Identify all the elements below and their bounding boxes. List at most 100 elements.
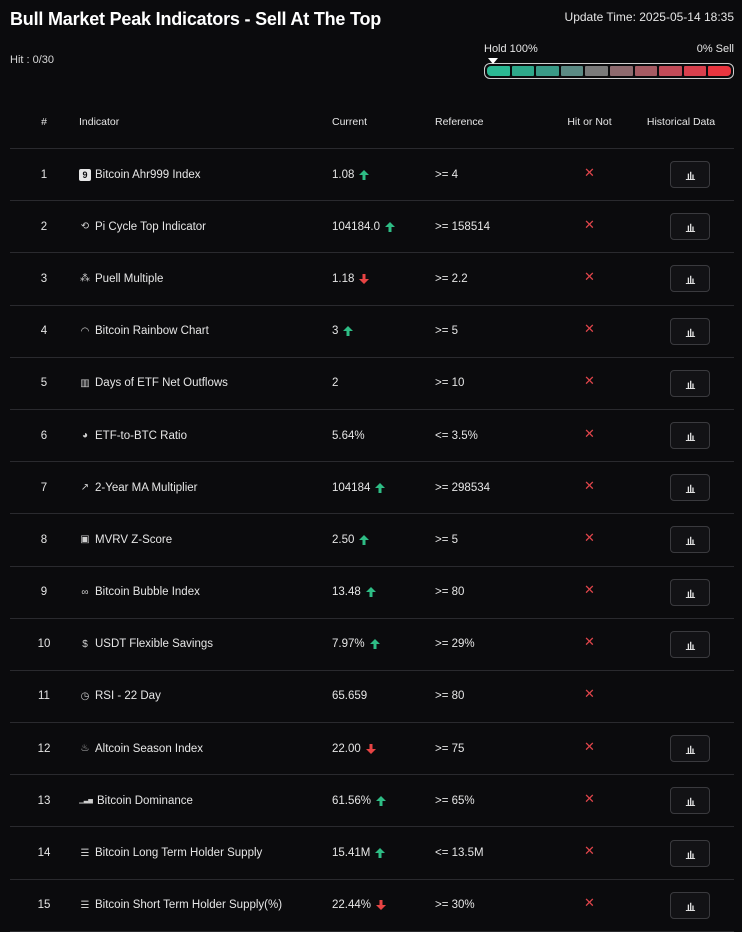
header-history: Historical Data [628,96,734,149]
meter-segment [560,66,584,76]
hit-cell: ✕ [551,618,628,671]
cross-icon: ✕ [584,268,595,284]
pi-cycle-icon: ⟲ [80,221,90,233]
historical-data-button[interactable] [670,526,710,554]
header-reference: Reference [434,96,551,149]
cross-icon: ✕ [584,529,595,545]
hit-cell: ✕ [551,305,628,358]
historical-data-button[interactable] [670,839,710,867]
cross-icon: ✕ [584,895,595,911]
historical-data-button[interactable] [670,369,710,397]
current-cell: 13.48 [331,566,434,619]
row-number: 12 [10,722,78,776]
cross-icon: ✕ [584,686,595,702]
historical-data-button[interactable] [670,422,710,450]
indicator-name: 2-Year MA Multiplier [95,481,198,494]
database-icon: ☰ [80,899,90,911]
current-cell: 22.44% [331,879,434,932]
bar-chart-icon [685,850,695,859]
indicator-name-wrap: ▣ MVRV Z-Score [79,534,330,546]
hit-cell: ✕ [551,148,628,202]
current-wrap: 7.97% [332,638,380,650]
cross-icon: ✕ [584,634,595,650]
indicator-cell: $ USDT Flexible Savings [78,618,331,671]
table-row: 7 ↗ 2-Year MA Multiplier 104184 >= 298534 ✕ [10,461,734,515]
current-wrap: 22.44% [332,899,387,911]
bar-chart-icon [685,484,695,494]
indicator-name-wrap: ◠ Bitcoin Rainbow Chart [79,325,330,337]
current-value: 13.48 [332,586,361,599]
ahr999-icon: 9 [79,168,91,181]
historical-data-button[interactable] [670,317,710,345]
current-cell: 2.50 [331,513,434,567]
row-number: 11 [10,670,78,724]
reference-value: >= 298534 [434,461,551,515]
historical-data-button[interactable] [670,213,710,241]
clipboard-icon: ▣ [80,534,90,546]
reference-value: >= 80 [434,566,551,619]
cross-icon: ✕ [584,164,595,180]
historical-data-button[interactable] [670,630,710,658]
table-row: 13 ▁▃▅ Bitcoin Dominance 61.56% >= 65% ✕ [10,774,734,828]
historical-data-button[interactable] [670,474,710,502]
hit-cell: ✕ [551,409,628,463]
indicator-cell: 9 Bitcoin Ahr999 Index [78,148,331,202]
indicator-name-wrap: ♨ Altcoin Season Index [79,743,330,755]
hit-cell: ✕ [551,826,628,880]
pie-chart-icon: ◕ [81,430,89,442]
indicator-name-wrap: ↗ 2-Year MA Multiplier [79,482,330,494]
indicator-name: Pi Cycle Top Indicator [95,220,207,233]
cross-icon: ✕ [584,843,595,859]
table-header-row: # Indicator Current Reference Hit or Not… [10,96,734,149]
historical-data-button[interactable] [670,265,710,293]
meter-segment [585,66,608,76]
indicator-name-wrap: ⟲ Pi Cycle Top Indicator [79,221,330,233]
current-cell: 65.659 [331,670,434,724]
current-wrap: 13.48 [332,586,376,598]
current-value: 1.08 [332,168,355,181]
historical-data-button[interactable] [670,891,710,919]
historical-data-button[interactable] [670,161,710,189]
current-wrap: 5.64% [332,430,365,442]
indicator-cell: ☰ Bitcoin Long Term Holder Supply [78,826,331,880]
meter-bar [484,63,734,79]
historical-data-button[interactable] [670,787,710,815]
current-wrap: 2.50 [332,534,370,546]
indicator-name-wrap: ☰ Bitcoin Short Term Holder Supply(%) [79,899,330,911]
reference-value: >= 10 [434,357,551,410]
current-value: 5.64% [332,429,365,442]
reference-value: >= 158514 [434,200,551,254]
historical-data-button[interactable] [670,578,710,606]
row-number: 10 [10,618,78,671]
hit-cell: ✕ [551,200,628,254]
current-cell: 2 [331,357,434,410]
current-wrap: 65.659 [332,690,367,702]
indicator-name: ETF-to-BTC Ratio [95,429,188,442]
reference-value: >= 2.2 [434,252,551,306]
table-row: 10 $ USDT Flexible Savings 7.97% >= 29% ✕ [10,618,734,671]
indicator-cell: ◕ ETF-to-BTC Ratio [78,409,331,463]
table-row: 2 ⟲ Pi Cycle Top Indicator 104184.0 >= 15851… [10,200,734,254]
indicator-cell: ◷ RSI - 22 Day [78,670,331,724]
indicator-name: Bitcoin Rainbow Chart [95,325,209,338]
indicator-cell: ⁂ Puell Multiple [78,252,331,306]
arrow-up-icon [369,639,380,650]
current-wrap: 3 [332,325,354,337]
indicator-cell: ∞ Bitcoin Bubble Index [78,566,331,619]
current-cell: 1.08 [331,148,434,202]
hit-cell: ✕ [551,670,628,724]
meter-segment [683,66,707,76]
reference-value: >= 5 [434,305,551,358]
meter-segment [659,66,682,76]
cross-icon: ✕ [584,738,595,754]
current-value: 1.18 [332,272,355,285]
arrow-down-icon [376,900,387,911]
current-cell: 7.97% [331,618,434,671]
hit-cell: ✕ [551,566,628,619]
historical-data-button[interactable] [670,735,710,763]
current-value: 104184.0 [332,220,380,233]
row-number: 14 [10,826,78,880]
indicator-cell: ⟲ Pi Cycle Top Indicator [78,200,331,254]
history-cell [628,722,734,776]
row-number: 15 [10,879,78,932]
